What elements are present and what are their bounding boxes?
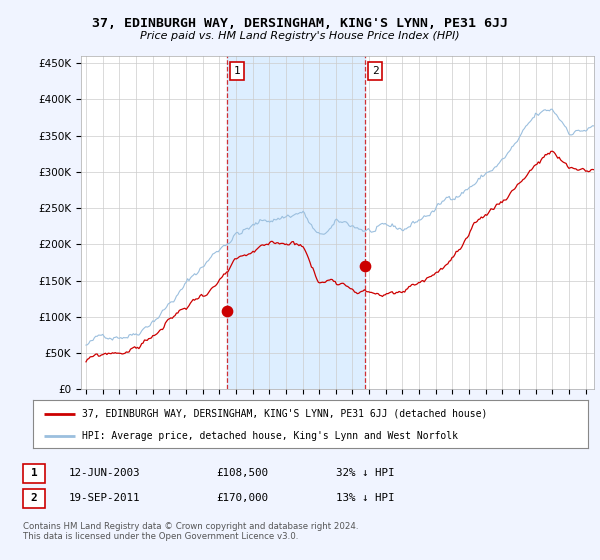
Text: 1: 1 (233, 66, 240, 76)
Text: 2: 2 (31, 493, 38, 503)
Text: 13% ↓ HPI: 13% ↓ HPI (336, 493, 395, 503)
Text: 1: 1 (31, 468, 38, 478)
Text: 32% ↓ HPI: 32% ↓ HPI (336, 468, 395, 478)
Text: 19-SEP-2011: 19-SEP-2011 (69, 493, 140, 503)
Text: 37, EDINBURGH WAY, DERSINGHAM, KING'S LYNN, PE31 6JJ (detached house): 37, EDINBURGH WAY, DERSINGHAM, KING'S LY… (82, 409, 487, 419)
Text: £108,500: £108,500 (216, 468, 268, 478)
Text: 37, EDINBURGH WAY, DERSINGHAM, KING'S LYNN, PE31 6JJ: 37, EDINBURGH WAY, DERSINGHAM, KING'S LY… (92, 17, 508, 30)
Text: 2: 2 (371, 66, 379, 76)
Bar (227, 56, 365, 389)
Text: Price paid vs. HM Land Registry's House Price Index (HPI): Price paid vs. HM Land Registry's House … (140, 31, 460, 41)
Text: Contains HM Land Registry data © Crown copyright and database right 2024.
This d: Contains HM Land Registry data © Crown c… (23, 522, 358, 542)
Point (360, 262, 370, 270)
Text: HPI: Average price, detached house, King's Lynn and West Norfolk: HPI: Average price, detached house, King… (82, 431, 458, 441)
Text: £170,000: £170,000 (216, 493, 268, 503)
Point (222, 306, 232, 315)
Text: 12-JUN-2003: 12-JUN-2003 (69, 468, 140, 478)
